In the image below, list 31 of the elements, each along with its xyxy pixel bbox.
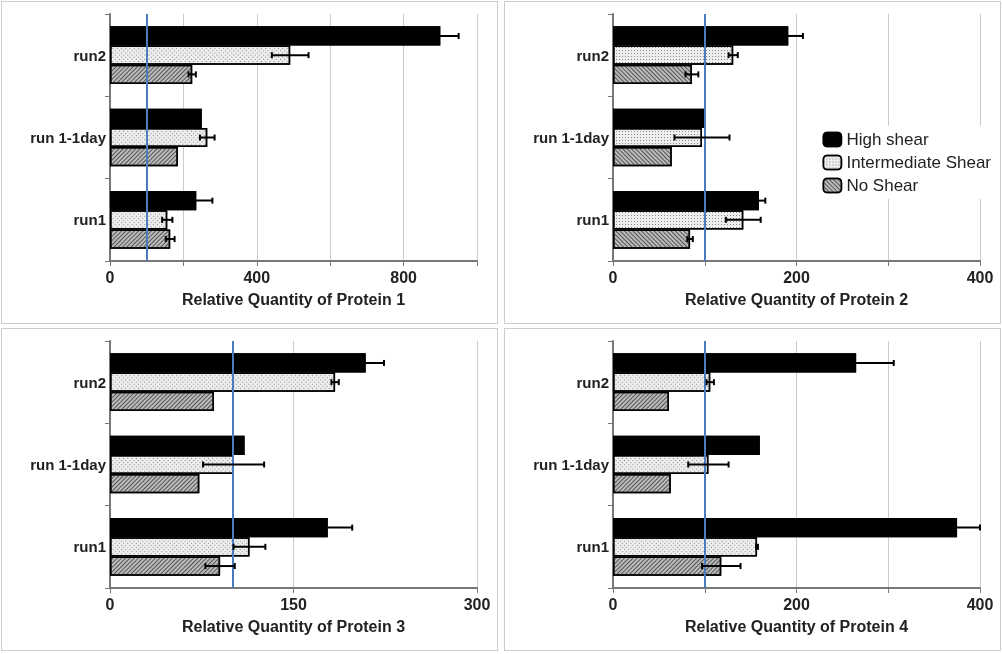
y-tick-label: run2 — [73, 373, 106, 391]
x-axis-title: Relative Quantity of Protein 2 — [684, 290, 909, 308]
x-axis-title: Relative Quantity of Protein 1 — [181, 290, 406, 308]
x-tick-label: 0 — [608, 268, 618, 286]
x-tick-label: 400 — [966, 268, 994, 286]
x-tick-label: 200 — [783, 268, 810, 286]
x-tick-label: 400 — [966, 595, 994, 613]
y-tick-label: run2 — [576, 46, 609, 64]
x-axis-title: Relative Quantity of Protein 4 — [684, 617, 909, 635]
x-tick-label: 0 — [105, 595, 115, 613]
y-tick-label: run2 — [576, 373, 609, 391]
y-tick-label: run 1-1day — [533, 129, 610, 146]
x-axis-title: Relative Quantity of Protein 3 — [181, 617, 406, 635]
x-tick-label: 400 — [243, 268, 271, 286]
legend-label: High shear — [846, 130, 929, 149]
y-tick-label: run 1-1day — [30, 129, 107, 146]
x-tick-label: 0 — [608, 595, 618, 613]
x-tick-label: 150 — [280, 595, 307, 613]
y-tick-label: run1 — [73, 538, 106, 556]
y-tick-label: run 1-1day — [30, 456, 107, 473]
y-tick-label: run1 — [576, 538, 609, 556]
y-tick-label: run 1-1day — [533, 456, 610, 473]
legend-label: No Shear — [846, 176, 919, 195]
x-tick-label: 300 — [463, 595, 491, 613]
y-tick-label: run1 — [73, 211, 106, 229]
x-tick-label: 200 — [783, 595, 810, 613]
x-tick-label: 800 — [390, 268, 418, 286]
y-tick-label: run2 — [73, 46, 106, 64]
x-tick-label: 0 — [105, 268, 115, 286]
legend-label: Intermediate Shear — [846, 153, 992, 172]
y-tick-label: run1 — [576, 211, 609, 229]
